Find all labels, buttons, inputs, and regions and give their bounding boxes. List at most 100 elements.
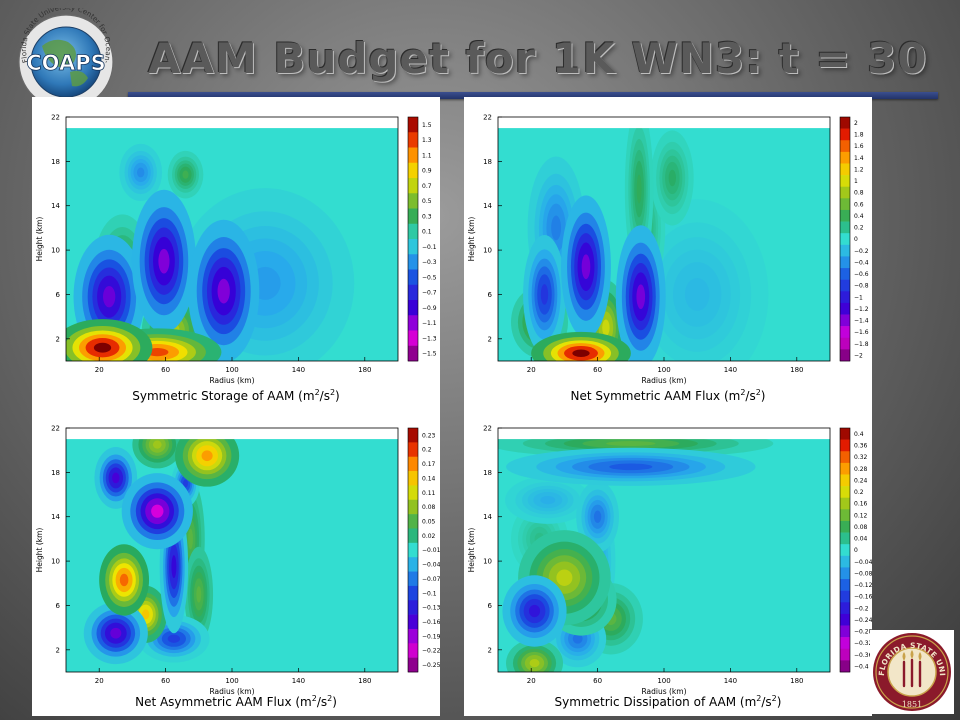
colorbar-swatch	[840, 163, 850, 176]
y-tick-label: 10	[483, 558, 492, 566]
field-feature	[531, 331, 631, 361]
colorbar-swatch	[840, 209, 850, 222]
chart-svg: 20 60 100 140 180 2 6 10 14 18 22 Radius (km) Height…	[35, 425, 440, 710]
y-tick-label: 14	[51, 513, 60, 521]
colorbar-swatch	[408, 471, 418, 486]
colorbar-swatch	[408, 117, 418, 133]
field-feature	[99, 544, 150, 616]
colorbar-swatch	[840, 268, 850, 280]
colorbar-label: 1.8	[854, 132, 864, 139]
colorbar-label: 1.6	[854, 143, 864, 150]
coaps-logo: Florida State University Center for Ocea…	[4, 1, 124, 110]
seal-year: 1851	[902, 700, 922, 709]
panel-net-symmetric-flux: 20 60 100 140 180 2 6 10 14 18 22 Radius (km) Height…	[464, 97, 872, 410]
colorbar-label: −0.4	[854, 259, 869, 266]
colorbar-swatch	[840, 544, 850, 557]
field-feature	[121, 473, 193, 550]
colorbar-swatch	[408, 528, 418, 544]
colorbar-swatch	[840, 128, 850, 141]
colorbar-label: 0.16	[854, 501, 868, 508]
y-tick-label: 22	[51, 425, 60, 433]
field-feature	[506, 447, 756, 486]
colorbar-swatch	[840, 233, 850, 246]
colorbar-label: −0.3	[422, 259, 437, 266]
field-feature	[119, 143, 163, 202]
y-tick-label: 2	[488, 646, 492, 654]
colorbar-swatch	[408, 456, 418, 472]
colorbar-label: 1.2	[854, 166, 864, 173]
colorbar-swatch	[840, 279, 850, 292]
x-tick-label: 100	[657, 677, 670, 685]
colorbar-label: −0.4	[854, 663, 869, 670]
colorbar-swatch	[840, 117, 850, 129]
colorbar-label: −0.07	[422, 576, 440, 583]
y-tick-label: 18	[483, 158, 492, 166]
field-feature	[505, 476, 591, 524]
colorbar-frame	[839, 116, 851, 362]
colorbar-label: −0.13	[422, 605, 440, 612]
colorbar-swatch	[408, 132, 418, 148]
chart-svg: 20 60 100 140 180 2 6 10 14 18 22 Radius (km) Height…	[467, 425, 872, 710]
colorbar-label: −0.22	[422, 648, 440, 655]
colorbar-label: −0.9	[422, 305, 437, 312]
field-feature	[175, 428, 240, 487]
colorbar-swatch	[408, 178, 418, 194]
colorbar-label: −1.2	[854, 306, 869, 313]
colorbar-label: −2	[854, 352, 863, 359]
colorbar-swatch	[408, 193, 418, 209]
chart-title: Symmetric Dissipation of AAM (m2/s2)	[555, 694, 782, 709]
y-tick-label: 18	[483, 469, 492, 477]
colorbar-swatch	[840, 428, 850, 440]
colorbar-swatch	[840, 532, 850, 545]
colorbar-label: 0	[854, 547, 858, 554]
colorbar-label: −0.6	[854, 271, 869, 278]
colorbar-label: −1.3	[422, 335, 437, 342]
colorbar-swatch	[840, 462, 850, 475]
y-tick-label: 6	[56, 602, 61, 610]
y-tick-label: 6	[488, 602, 493, 610]
colorbar-swatch	[840, 567, 850, 580]
y-tick-label: 10	[51, 558, 60, 566]
fsu-seal: FLORIDA STATE UNIVERSITY 1851	[866, 623, 954, 714]
colorbar-label: −0.2	[854, 248, 869, 255]
x-axis-label: Radius (km)	[641, 687, 686, 696]
colorbar-swatch	[840, 198, 850, 211]
no-data-band	[498, 428, 830, 440]
colorbar-swatch	[840, 590, 850, 603]
colorbar-label: 0.4	[854, 431, 864, 438]
colorbar-swatch	[840, 637, 850, 650]
no-data-band	[66, 428, 398, 440]
colorbar-label: 0.9	[422, 168, 432, 175]
colorbar-swatch	[408, 585, 418, 601]
colorbar-label: 1.5	[422, 122, 432, 129]
colorbar-label: 0.08	[854, 524, 868, 531]
colorbar-swatch	[840, 291, 850, 304]
colorbar-swatch	[840, 509, 850, 522]
colorbar-label: −0.24	[854, 617, 872, 624]
x-tick-label: 140	[724, 677, 737, 685]
colorbar-swatch	[840, 140, 850, 153]
colorbar-label: −1	[854, 294, 863, 301]
y-tick-label: 10	[483, 247, 492, 255]
colorbar-swatch	[840, 660, 850, 673]
y-tick-label: 22	[51, 114, 60, 122]
colorbar-swatch	[408, 485, 418, 501]
x-axis-label: Radius (km)	[209, 376, 254, 385]
colorbar-swatch	[408, 239, 418, 255]
colorbar-swatch	[840, 486, 850, 499]
field-feature	[523, 234, 566, 354]
y-tick-label: 6	[56, 291, 61, 299]
field-feature	[66, 319, 153, 361]
colorbar-swatch	[408, 162, 418, 179]
colorbar-label: 0.8	[854, 190, 864, 197]
page-title: AAM Budget for 1K WN3: t = 30	[148, 34, 928, 83]
colorbar-label: −0.5	[422, 274, 437, 281]
y-axis-label: Height (km)	[467, 217, 476, 262]
field-feature	[625, 199, 769, 361]
colorbar-label: 1.3	[422, 137, 432, 144]
y-tick-label: 14	[483, 513, 492, 521]
colorbar-swatch	[840, 314, 850, 327]
colorbar-label: 0.2	[422, 447, 432, 454]
colorbar-swatch	[840, 474, 850, 487]
colorbar-label: −0.1	[422, 244, 437, 251]
